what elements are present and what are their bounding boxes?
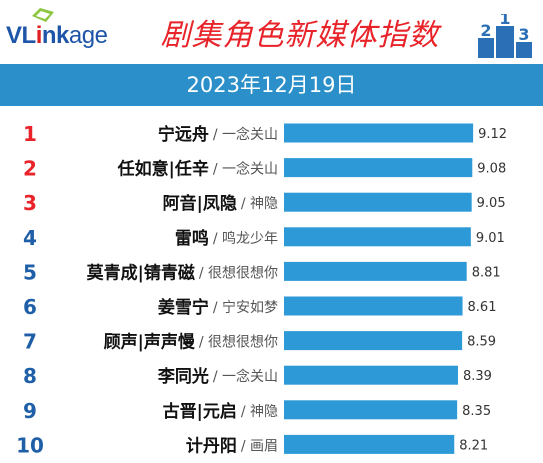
character-name: 姜雪宁 [158,297,209,318]
bar [284,227,471,247]
bar [284,400,458,420]
bar [284,123,474,143]
date-banner: 2023年12月19日 [0,64,543,106]
value-label: 8.59 [467,335,496,350]
character-name: 古晋|元启 [163,401,237,422]
drama-label: / 一念关山 [213,368,278,385]
ranking-chart: 1/ 一念关山 宁远舟 9.12 2/ 一念关山 任如意|任辛 9.08 3/ 神隐 阿音|凤… [0,110,543,463]
character-name: 阿音|凤隐 [163,193,237,214]
value-label: 8.35 [462,404,491,419]
value-label: 8.21 [459,438,488,453]
bar [284,192,472,212]
bar [284,296,463,316]
drama-label: / 宁安如梦 [213,299,278,316]
rank-number: 1 [23,122,37,146]
bar [284,434,455,454]
character-name: 李同光 [158,366,209,387]
value-label: 9.01 [476,231,505,246]
value-label: 8.81 [472,265,501,280]
rank-number: 4 [23,226,37,250]
podium-digit: 2 [480,21,491,40]
drama-label: / 很想很想你 [199,265,278,281]
drama-label: / 一念关山 [213,161,278,178]
bar [284,158,473,178]
vlinkage-logo: VLinkage [6,6,126,56]
drama-label: / 神隐 [241,196,278,212]
drama-label: / 一念关山 [213,126,278,143]
value-label: 9.05 [477,196,506,211]
rank-number: 8 [23,364,37,388]
value-label: 8.61 [468,300,497,315]
character-name: 顾声|声声慢 [104,332,196,353]
rank-number: 5 [23,260,37,284]
drama-label: / 很想很想你 [199,335,278,351]
header: VLinkage 剧集角色新媒体指数 2 1 3 [0,0,543,63]
bar [284,261,467,281]
character-name: 雷鸣 [175,228,209,249]
value-label: 8.39 [463,369,492,384]
drama-label: / 鸣龙少年 [213,230,278,247]
page-title: 剧集角色新媒体指数 [160,18,440,53]
drama-label: / 神隐 [241,404,278,420]
character-name: 计丹阳 [186,435,237,456]
value-label: 9.12 [478,127,507,142]
rank-number: 6 [23,295,37,319]
drama-label: / 画眉 [241,438,278,454]
podium-icon: 2 1 3 [478,14,532,58]
podium-digit: 1 [499,14,510,28]
rank-number: 10 [16,433,44,457]
logo-mark-icon [32,8,54,22]
rank-number: 7 [23,330,37,354]
character-name: 莫青成|锖青磁 [86,262,195,283]
bar [284,365,458,385]
podium-digit: 3 [518,25,529,44]
rank-number: 9 [23,399,37,423]
character-name: 宁远舟 [158,124,209,145]
rank-number: 2 [23,157,37,181]
logo-text: VLinkage [6,22,108,49]
bar [284,331,463,351]
rank-number: 3 [23,191,37,215]
character-name: 任如意|任辛 [117,159,209,180]
value-label: 9.08 [477,162,506,177]
